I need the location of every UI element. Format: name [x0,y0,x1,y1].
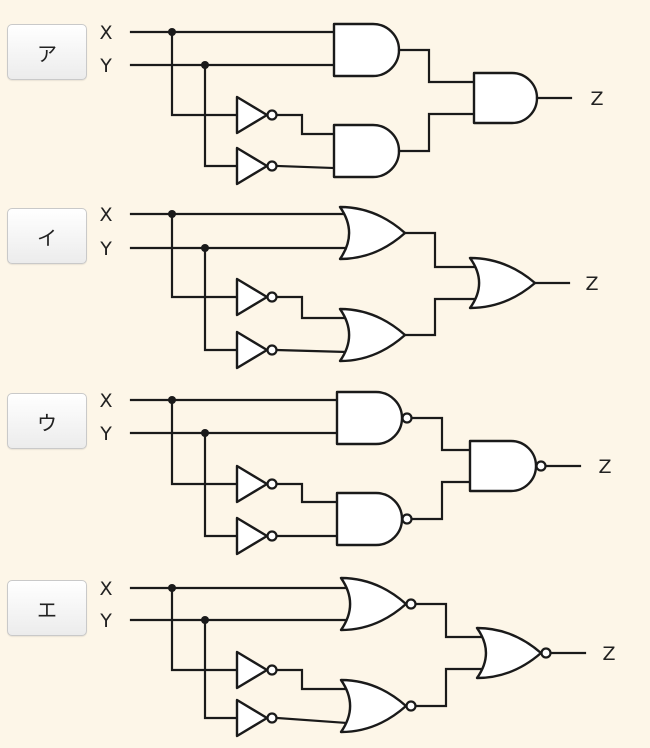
wire-gate1-out [410,416,472,452]
gate-1 [332,22,401,78]
gate-output-bubble [540,647,552,659]
choice-button-u[interactable]: ウ [7,393,87,449]
circuit-2: XY Z [99,204,599,370]
input-y-label: Y [99,238,112,260]
not-gate-x [235,95,269,135]
output-z-label: Z [590,88,603,110]
junction-dot [168,210,176,218]
not-gate-y-bubble [266,530,278,542]
gate-1 [338,205,407,261]
wire-y-branch [203,246,239,352]
not-gate-y-bubble [266,344,278,356]
wire-gate2-out [414,667,485,708]
not-gate-x [235,650,269,690]
not-gate-x [235,277,269,317]
input-x-label: X [99,578,112,600]
gate-1-bubble [405,598,417,610]
gate-1 [335,390,404,446]
not-gate-y [235,146,269,186]
junction-dot [168,584,176,592]
wire-not-x [275,295,348,320]
input-x-label: X [99,204,112,226]
circuit-3: XY Z [99,390,612,556]
gate-2-bubble [405,700,417,712]
gate-output [468,256,537,310]
wire-y-branch [203,431,239,538]
gate-output [472,71,539,125]
wire-gate2-out [397,112,476,153]
junction-dot [201,244,209,252]
junction-dot [168,28,176,36]
wire-not-x [275,482,339,504]
choice-button-e[interactable]: エ [7,580,87,636]
gate-2 [338,307,407,363]
gate-output [468,439,538,493]
not-gate-y [235,330,269,370]
wire-gate1-out [414,602,485,639]
gate-output [475,626,543,680]
wire-gate1-out [403,231,478,269]
wire-y-branch [203,63,239,168]
wire-not-x [275,113,336,136]
wire-x-branch [170,212,239,299]
wire-not-y [275,348,348,354]
not-gate-y [235,516,269,556]
gate-2 [332,123,401,179]
input-x-label: X [99,22,112,44]
input-y-label: Y [99,55,112,77]
junction-dot [201,429,209,437]
gate-1 [339,576,408,632]
wire-gate2-out [410,480,472,521]
output-z-label: Z [602,643,615,665]
wire-not-x [275,668,349,691]
not-gate-x-bubble [266,291,278,303]
gate-2 [335,491,404,547]
gate-1-bubble [401,412,413,424]
gate-output-bubble [535,460,547,472]
wire-x-branch [170,398,239,486]
not-gate-y-bubble [266,712,278,724]
not-gate-x [235,464,269,504]
gate-2 [339,678,408,734]
junction-dot [168,396,176,404]
wire-not-y [275,164,336,170]
output-z-label: Z [598,456,611,478]
not-gate-x-bubble [266,109,278,121]
gate-2-bubble [401,513,413,525]
input-y-label: Y [99,610,112,632]
output-z-label: Z [585,273,598,295]
wire-x-branch [170,30,239,117]
circuit-1: XY Z [99,22,604,186]
not-gate-y-bubble [266,160,278,172]
wire-y-branch [203,618,239,720]
wire-not-y [275,716,349,725]
wire-x-branch [170,586,239,672]
choice-button-a[interactable]: ア [7,24,87,80]
wire-gate2-out [403,297,478,337]
choice-button-i[interactable]: イ [7,208,87,264]
junction-dot [201,616,209,624]
not-gate-x-bubble [266,664,278,676]
circuit-4: XY Z [99,576,616,738]
not-gate-y [235,698,269,738]
input-y-label: Y [99,423,112,445]
wire-gate1-out [397,48,476,84]
junction-dot [201,61,209,69]
not-gate-x-bubble [266,478,278,490]
input-x-label: X [99,390,112,412]
